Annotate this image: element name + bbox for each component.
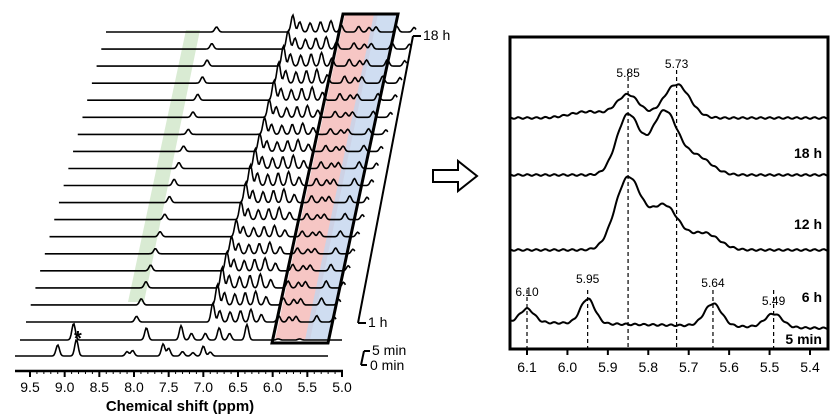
left-x-tick-label: 8.5 <box>90 379 110 395</box>
label-18h: 18 h <box>423 27 450 43</box>
label-0min: 0 min <box>370 357 404 373</box>
label-1h: 1 h <box>368 314 387 330</box>
spectrum-aged-18 <box>106 13 417 33</box>
region-box <box>270 12 400 345</box>
right-x-tick-label: 5.8 <box>639 359 659 375</box>
left-x-tick-label: 5.5 <box>298 379 318 395</box>
left-x-axis-label: Chemical shift (ppm) <box>106 398 254 415</box>
spectrum-aged-14 <box>87 78 398 101</box>
trace-label: 12 h <box>794 216 822 232</box>
spectrum-0min <box>15 339 328 357</box>
spectrum-aged-11 <box>73 131 384 153</box>
spectrum-aged-1 <box>26 301 337 323</box>
spectrum-aged-8 <box>58 180 370 204</box>
left-x-tick-label: 6.5 <box>228 379 248 395</box>
spectrum-aged-16 <box>96 43 408 67</box>
trace-label: 5 min <box>785 331 822 347</box>
spectrum-aged-2 <box>30 282 342 306</box>
red-band <box>275 14 378 340</box>
spectrum-aged-7 <box>54 199 365 221</box>
spectrum-aged-3 <box>35 264 347 289</box>
spectrum-aged-15 <box>91 59 403 84</box>
left-x-tick-label: 8.0 <box>124 379 144 395</box>
peak-label: 5.95 <box>576 272 600 286</box>
right-x-tick-label: 5.5 <box>760 359 780 375</box>
spectrum-5min <box>20 322 342 341</box>
left-x-tick-label: 7.0 <box>194 379 214 395</box>
right-x-tick-label: 6.0 <box>558 359 578 375</box>
trace-bracket <box>357 35 421 366</box>
peak-label: 5.64 <box>701 276 725 290</box>
peak-label: 5.49 <box>762 294 786 308</box>
spectrum-aged-9 <box>63 162 375 187</box>
spectrum-aged-5 <box>44 234 356 255</box>
spectrum-5min <box>510 297 828 331</box>
blue-band <box>305 14 398 340</box>
spectrum-aged-13 <box>82 97 394 119</box>
highlight-bands <box>128 14 398 340</box>
right-x-tick-label: 6.1 <box>517 359 537 375</box>
left-x-tick-label: 5.0 <box>332 379 352 395</box>
trace-label: 6 h <box>802 289 822 305</box>
right-x-tick-label: 5.6 <box>719 359 739 375</box>
spectrum-aged-10 <box>68 146 380 170</box>
left-x-tick-label: 6.0 <box>263 379 283 395</box>
spectrum-6h <box>510 175 828 252</box>
label-5min: 5 min <box>372 342 406 358</box>
right-arrow-icon <box>432 158 479 194</box>
green-band <box>128 30 200 302</box>
left-x-tick-label: 9.5 <box>20 379 40 395</box>
spectrum-aged-17 <box>101 28 412 50</box>
trace-label: 18 h <box>794 145 822 161</box>
asterisk-marker: * <box>74 328 82 350</box>
right-plot-frame <box>508 35 830 351</box>
spectrum-aged-12 <box>77 115 389 136</box>
peak-label: 6.10 <box>515 285 539 299</box>
left-x-tick-label: 9.0 <box>55 379 75 395</box>
spectrum-aged-4 <box>40 249 351 272</box>
peak-label: 5.85 <box>616 66 640 80</box>
right-x-tick-label: 5.7 <box>679 359 699 375</box>
peak-label: 5.73 <box>665 57 689 71</box>
left-x-tick-label: 7.5 <box>159 379 179 395</box>
spectrum-aged-6 <box>49 217 361 238</box>
right-x-tick-label: 5.4 <box>800 359 820 375</box>
spectrum-18h <box>510 83 828 120</box>
spectrum-12h <box>510 109 828 177</box>
right-x-tick-label: 5.9 <box>598 359 618 375</box>
